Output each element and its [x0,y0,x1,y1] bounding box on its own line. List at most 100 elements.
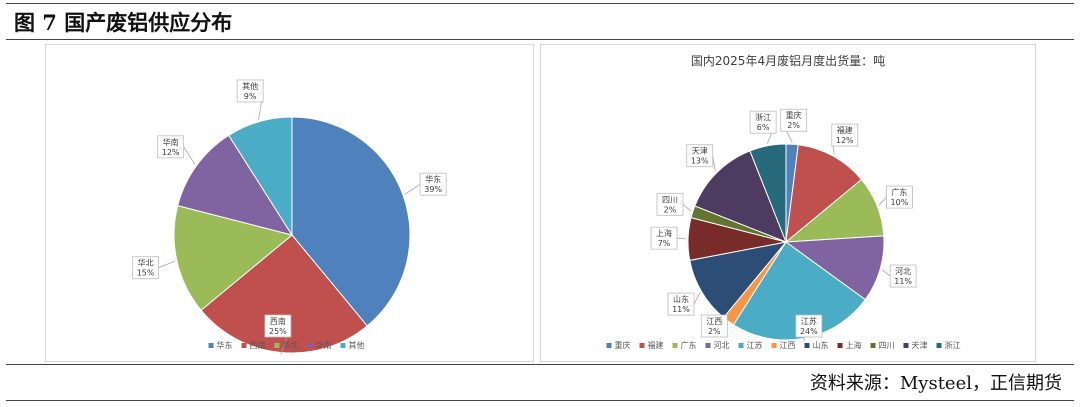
data-label-category: 华北 [138,258,154,268]
legend-item: 福建 [639,340,664,350]
chart-panel-right: 国内2025年4月废铝月度出货量：吨 重庆 2% 福建 12% 广东 10% 河北 11% 江苏 2… [540,44,1036,362]
legend-item: 华东 [208,340,233,350]
legend-item: 西南 [241,340,266,350]
legend-swatch [870,343,876,348]
title-rule [6,39,1074,40]
data-label-category: 江苏 [801,316,817,326]
data-label: 重庆2% [780,108,808,132]
legend-swatch [837,343,843,348]
chart-title: 国内2025年4月废铝月度出货量：吨 [691,53,885,68]
data-label: 其他9% [236,79,264,103]
leader-line [677,237,687,240]
data-label-value: 15% [137,269,155,278]
pie-slice-江苏 [732,241,866,341]
legend-swatch [771,343,777,348]
data-label-category: 河北 [895,266,911,276]
legend-item: 四川 [870,341,895,350]
leader-line [878,196,887,206]
data-label-category: 华东 [425,174,441,184]
legend-label: 华东 [217,340,233,350]
legend-swatch [705,343,711,348]
data-label: 江西2% [700,314,728,338]
pie-slice-天津 [694,150,787,243]
data-label-category: 其他 [242,81,258,91]
legend-swatch [208,343,214,348]
pie-slice-浙江 [749,143,787,243]
legend-label: 西南 [250,340,266,350]
legend-label: 华北 [283,340,299,350]
chart-panel-left: 华东 39% 西南 25% 华北 15% 华南 12% 其他 9% 华东 西南 华北 华南 其他 [45,44,534,362]
pie-slice-华南 [177,134,294,236]
legend-label: 其他 [349,340,365,350]
legend-label: 河北 [714,340,730,350]
data-label-category: 广东 [891,187,907,197]
legend-item: 浙江 [936,340,961,350]
legend-swatch [274,343,280,348]
leader-line [158,260,176,269]
legend-item: 天津 [903,340,928,350]
data-label-value: 9% [244,92,257,101]
legend-label: 江西 [780,341,796,350]
legend-label: 重庆 [615,340,631,350]
data-label-value: 6% [757,123,770,132]
data-label-category: 重庆 [786,110,802,120]
pie-slice-华东 [291,116,411,327]
data-label-category: 福建 [837,125,853,135]
pie-slice-其他 [228,116,293,237]
legend-item: 华北 [274,340,299,350]
legend-label: 四川 [879,341,895,350]
data-label: 上海7% [650,226,678,250]
legend-item: 河北 [705,340,730,350]
data-label-category: 上海 [656,228,672,238]
leader-line [682,203,692,212]
legend-item: 江西 [771,341,796,350]
legend-item: 华南 [307,340,332,350]
legend-label: 江苏 [747,340,763,350]
leader-line [693,292,701,305]
legend-item: 江苏 [738,340,763,350]
source-note: 资料来源：Mysteel，正信期货 [809,373,1062,394]
legend-swatch [639,343,645,348]
legend-label: 浙江 [945,340,961,350]
data-label: 浙江6% [749,110,777,134]
data-label-category: 天津 [692,146,708,156]
source-rule [6,364,1074,365]
pie-slice-华北 [173,205,294,311]
legend-item: 山东 [804,340,829,350]
pie-chart-provinces: 国内2025年4月废铝月度出货量：吨重庆2%福建12%广东10%河北11%江苏2… [606,53,961,350]
legend-item: 其他 [340,340,365,350]
data-label-category: 华南 [163,137,179,147]
pie-slice-西南 [200,234,368,354]
legend-swatch [804,343,810,348]
legend-swatch [738,343,744,348]
legend-item: 上海 [837,340,862,350]
legend-swatch [606,343,612,348]
legend-swatch [672,343,678,348]
legend-item: 重庆 [606,340,631,350]
legend-label: 福建 [648,340,664,350]
leader-line [404,183,421,195]
legend-label: 天津 [912,340,928,350]
data-label-value: 2% [787,121,800,130]
data-label: 四川2% [656,192,684,216]
data-label-category: 浙江 [755,112,771,122]
data-label-value: 12% [162,148,180,157]
data-label-value: 2% [708,327,721,336]
bottom-rule [6,400,1074,401]
leader-line [183,146,196,165]
top-rule [6,3,1074,4]
data-label-category: 山东 [673,294,689,304]
data-label-value: 12% [836,136,854,145]
data-label-category: 江西 [706,317,722,326]
